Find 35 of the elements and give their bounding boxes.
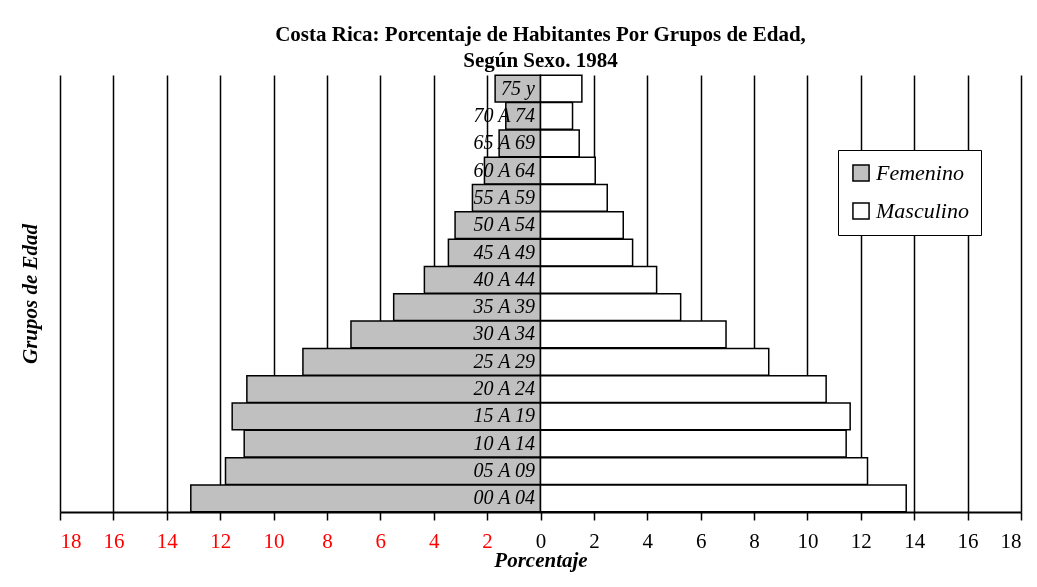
x-tick-label: 18 <box>60 528 82 553</box>
x-tick-label: 14 <box>156 528 179 553</box>
y-tick-label: 30 A 34 <box>472 322 535 345</box>
x-tick-label: 8 <box>749 528 760 553</box>
x-tick-label: 2 <box>482 528 493 553</box>
y-tick-label: 10 A 14 <box>473 431 535 454</box>
y-tick-label: 15 A 19 <box>473 404 535 427</box>
x-tick-label: 16 <box>103 528 125 553</box>
x-tick-label: 10 <box>263 528 285 553</box>
y-tick-label: 75 y <box>501 76 536 100</box>
x-tick-label: 12 <box>850 528 872 553</box>
y-tick-label: 40 A 44 <box>473 267 535 290</box>
y-tick-label: 35 A 39 <box>472 295 535 318</box>
x-tick-label: 14 <box>904 528 926 553</box>
x-tick-label: 6 <box>375 528 387 553</box>
x-tick-label: 8 <box>322 528 333 553</box>
y-tick-label: 45 A 49 <box>473 240 535 263</box>
y-tick-label: 05 A 09 <box>473 459 535 482</box>
x-tick-label: 2 <box>589 528 600 553</box>
x-tick-label: 10 <box>797 528 819 553</box>
y-tick-label: 50 A 54 <box>473 213 535 236</box>
x-tick-label: 12 <box>210 528 232 553</box>
x-tick-label: 16 <box>957 528 979 553</box>
legend-label: Masculino <box>875 198 969 223</box>
x-tick-label: 4 <box>642 528 654 553</box>
x-tick-label: 6 <box>695 528 707 553</box>
x-tick-label: 4 <box>428 528 440 553</box>
y-tick-label: 55 A 59 <box>473 185 535 208</box>
y-tick-label: 00 A 04 <box>473 486 535 509</box>
x-tick-label: 18 <box>1000 528 1022 553</box>
y-tick-label: 25 A 29 <box>473 349 535 372</box>
y-axis-title: Grupos de Edad <box>17 223 42 365</box>
y-tick-label: 20 A 24 <box>473 377 535 400</box>
chart-title: Costa Rica: Porcentaje de Habitantes Por Grupos de Edad, Según Sexo. 1984 <box>275 21 806 72</box>
legend-label: Femenino <box>875 160 964 185</box>
